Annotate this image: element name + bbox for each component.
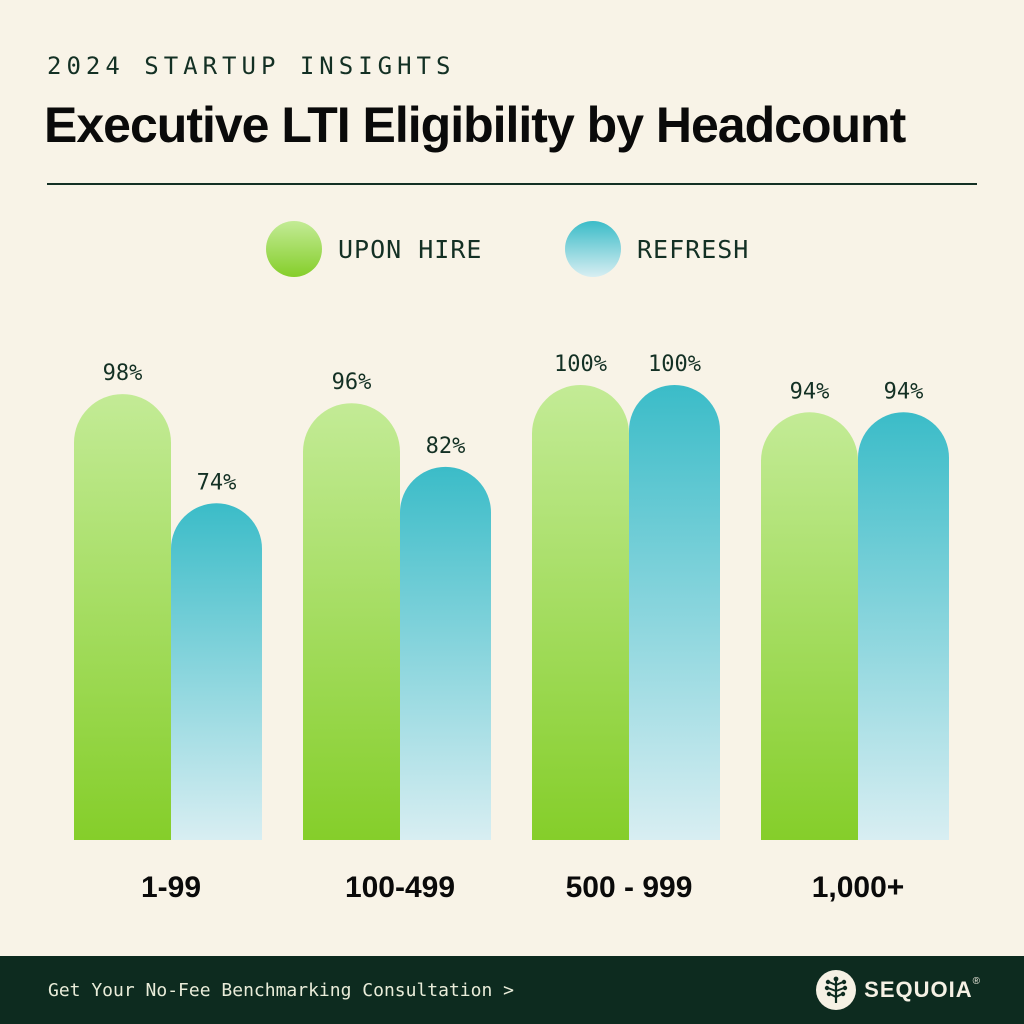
legend-label-refresh: REFRESH <box>637 234 750 264</box>
bar-chart: 98% 74% 1-99 96% 82% 100-499 100% 100% 500 - 999… <box>74 352 949 904</box>
value-label-refresh-100-499: 82% <box>426 434 466 459</box>
legend-item-upon-hire: UPON HIRE <box>266 221 483 277</box>
bar-upon-hire-100-499 <box>303 403 400 840</box>
benchmarking-consultation-link[interactable]: Get Your No-Fee Benchmarking Consultatio… <box>48 979 514 1001</box>
value-label-upon-hire-500-999: 100% <box>554 352 607 377</box>
value-label-upon-hire-100-499: 96% <box>332 370 372 395</box>
value-label-refresh-500-999: 100% <box>648 352 701 377</box>
value-label-upon-hire-1000-plus: 94% <box>790 379 830 404</box>
category-label-1000-plus: 1,000+ <box>812 871 905 904</box>
category-label-500-999: 500 - 999 <box>566 871 693 904</box>
bar-refresh-100-499 <box>400 466 491 840</box>
footer-bar: Get Your No-Fee Benchmarking Consultatio… <box>0 956 1024 1024</box>
sequoia-logo[interactable]: SEQUOIA ® <box>816 956 980 1024</box>
bar-refresh-1000-plus <box>858 412 949 840</box>
bar-upon-hire-1-99 <box>74 394 171 840</box>
legend-label-upon-hire: UPON HIRE <box>338 234 483 264</box>
brand-name: SEQUOIA <box>864 977 973 1002</box>
bar-upon-hire-1000-plus <box>761 412 858 840</box>
title-divider <box>47 183 977 185</box>
bar-upon-hire-500-999 <box>532 384 629 840</box>
value-label-upon-hire-1-99: 98% <box>103 361 143 386</box>
bar-refresh-500-999 <box>629 385 720 840</box>
eyebrow: 2024 STARTUP INSIGHTS <box>47 52 456 80</box>
category-label-100-499: 100-499 <box>345 871 455 904</box>
category-label-1-99: 1-99 <box>141 871 201 904</box>
value-label-refresh-1-99: 74% <box>197 470 237 495</box>
value-label-refresh-1000-plus: 94% <box>884 379 924 404</box>
bar-refresh-1-99 <box>171 503 263 840</box>
registered-mark: ® <box>972 976 980 987</box>
legend-swatch-refresh <box>565 221 621 277</box>
chart-title: Executive LTI Eligibility by Headcount <box>44 97 906 153</box>
sequoia-tree-icon <box>816 970 857 1010</box>
legend-swatch-upon-hire <box>266 221 322 277</box>
legend-item-refresh: REFRESH <box>565 221 750 277</box>
